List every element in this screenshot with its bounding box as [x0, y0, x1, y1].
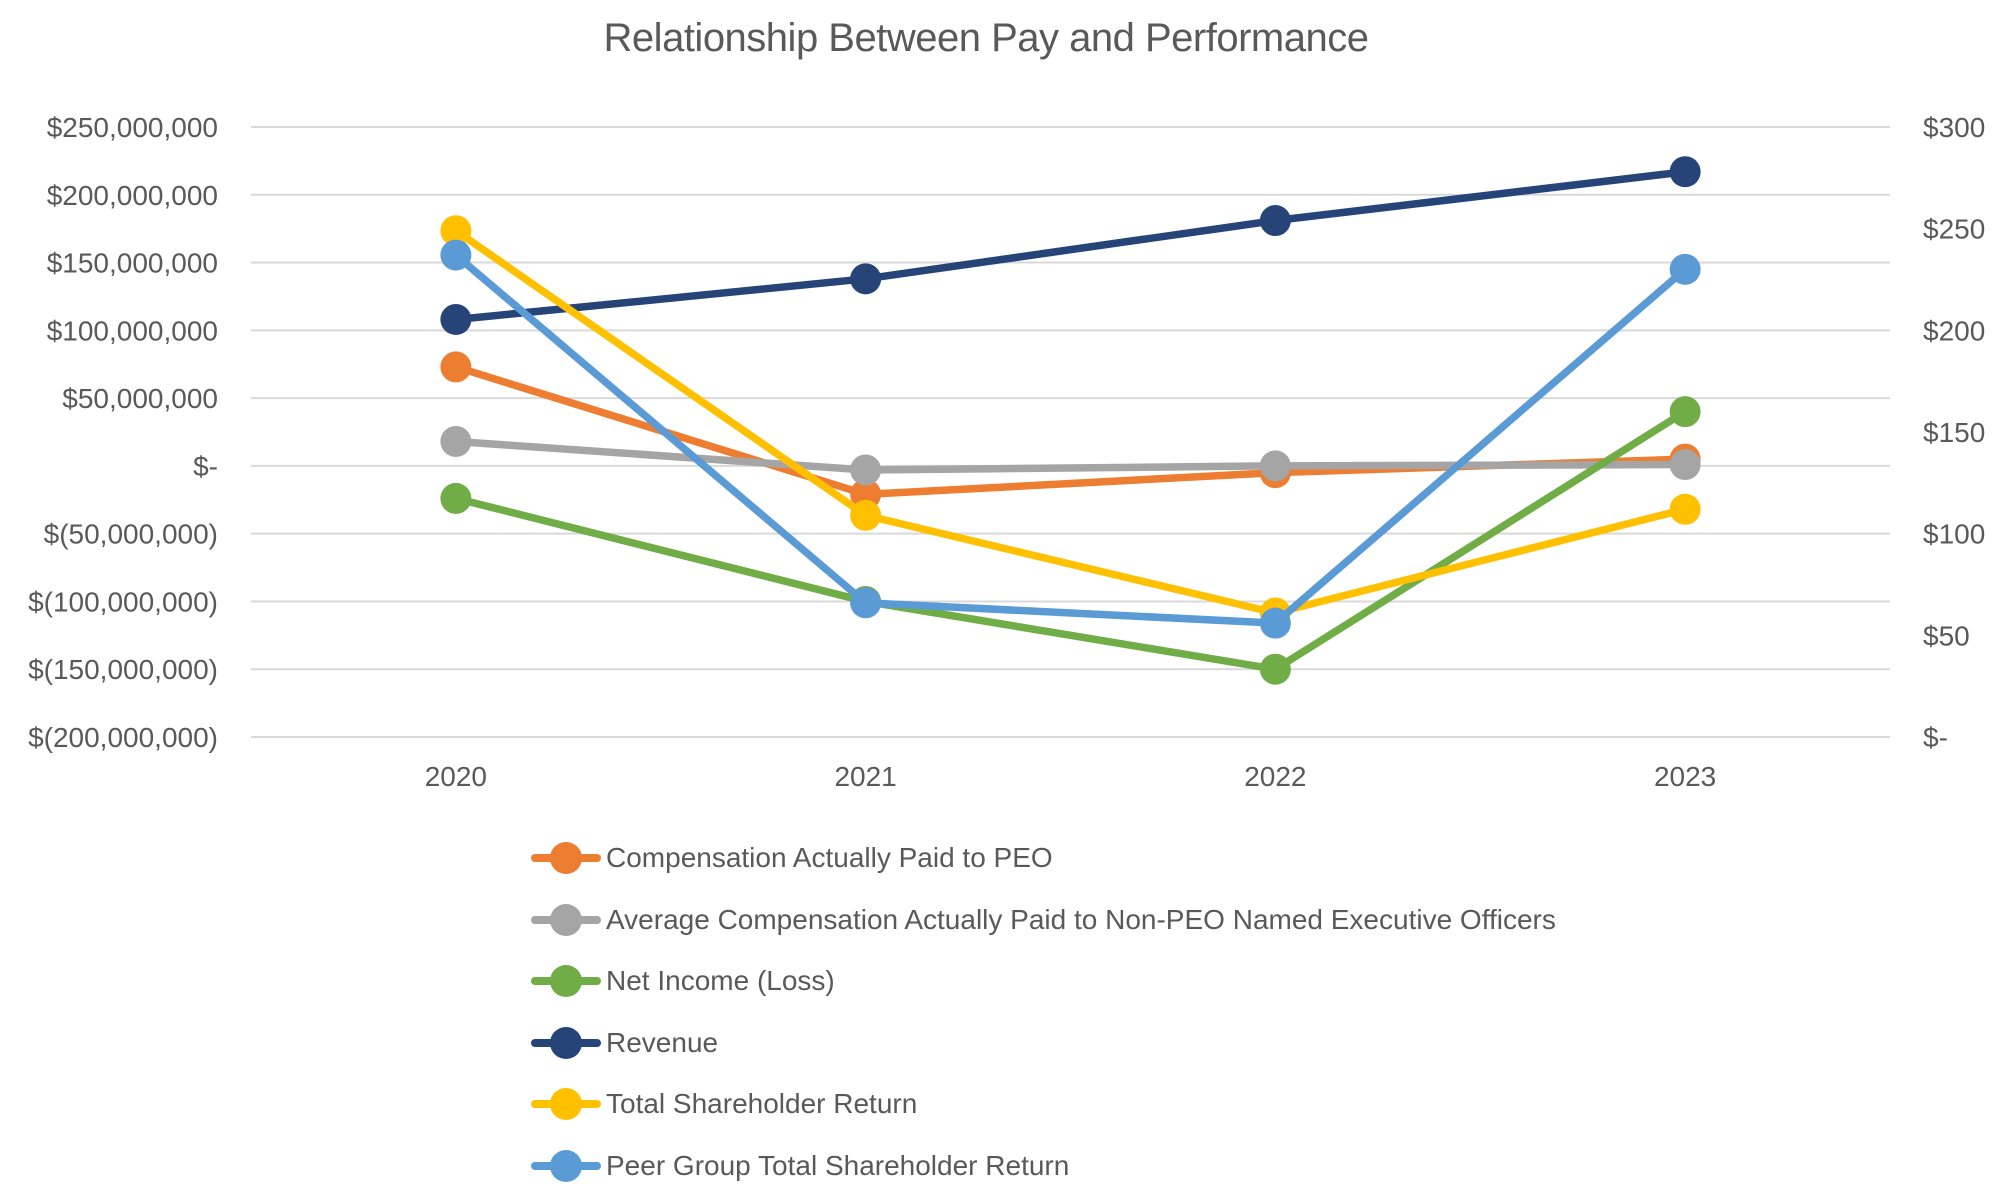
- left-axis-tick: $-: [193, 451, 218, 482]
- data-point: [1669, 253, 1701, 285]
- left-axis-tick: $(200,000,000): [28, 722, 218, 753]
- data-point: [440, 425, 472, 457]
- data-point: [1669, 396, 1701, 428]
- series-line-6: [452, 251, 1689, 627]
- data-point: [850, 499, 882, 531]
- left-axis-tick: $100,000,000: [47, 315, 218, 346]
- right-axis-tick: $100: [1923, 519, 1985, 550]
- data-point: [850, 587, 882, 619]
- x-axis-tick: 2020: [425, 761, 487, 792]
- series-line-4: [452, 167, 1689, 324]
- data-point: [1259, 607, 1291, 639]
- data-point: [440, 239, 472, 271]
- left-axis-tick: $(150,000,000): [28, 654, 218, 685]
- right-axis-tick: $150: [1923, 417, 1985, 448]
- left-axis-tick: $50,000,000: [62, 383, 218, 414]
- data-point: [440, 215, 472, 247]
- series-line-2: [452, 437, 1689, 474]
- data-point: [1259, 450, 1291, 482]
- right-axis-tick: $200: [1923, 315, 1985, 346]
- left-axis-tick: $(100,000,000): [28, 586, 218, 617]
- left-axis-tick: $250,000,000: [47, 112, 218, 143]
- data-point: [1259, 205, 1291, 237]
- x-axis-tick: 2022: [1244, 761, 1306, 792]
- chart-title: Relationship Between Pay and Performance: [603, 16, 1369, 60]
- right-axis-tick: $300: [1923, 112, 1985, 143]
- x-axis-tick: 2021: [834, 761, 896, 792]
- left-axis-tick: $(50,000,000): [44, 519, 218, 550]
- data-point: [1669, 156, 1701, 188]
- data-point: [1259, 653, 1291, 685]
- data-point: [440, 303, 472, 335]
- left-axis-tick: $200,000,000: [47, 180, 218, 211]
- series-line-5: [452, 226, 1689, 617]
- data-point: [850, 454, 882, 486]
- left-axis-tick: $150,000,000: [47, 248, 218, 279]
- data-point: [850, 263, 882, 295]
- right-axis-tick: $250: [1923, 214, 1985, 245]
- data-point: [1669, 493, 1701, 525]
- right-axis-tick: $50: [1923, 620, 1970, 651]
- series-line-3: [452, 407, 1689, 673]
- data-point: [440, 482, 472, 514]
- right-axis-tick: $-: [1923, 722, 1948, 753]
- data-point: [1669, 449, 1701, 481]
- x-axis-tick: 2023: [1654, 761, 1716, 792]
- data-point: [440, 351, 472, 383]
